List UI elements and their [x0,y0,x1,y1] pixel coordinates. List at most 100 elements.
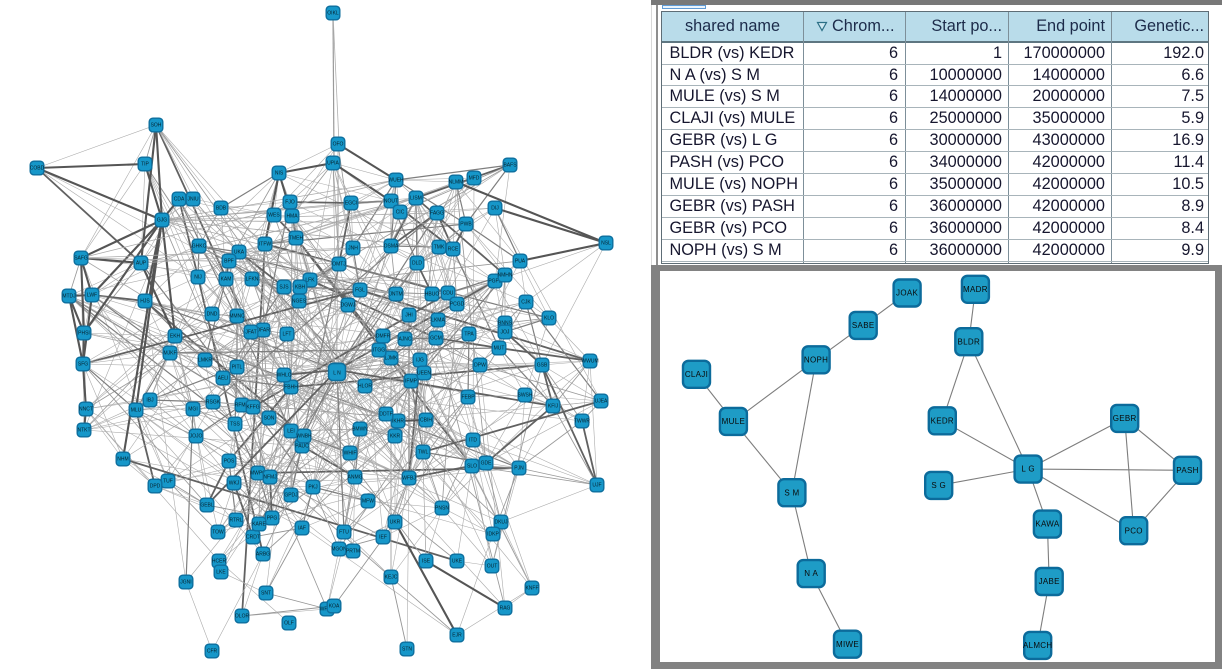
svg-text:BMWN: BMWN [352,427,368,433]
svg-text:AJNC: AJNC [398,337,411,343]
svg-text:LKMA: LKMA [431,318,445,324]
svg-text:GEBL: GEBL [200,503,214,509]
svg-text:TMK: TMK [434,245,445,251]
svg-text:HMA: HMA [286,214,298,220]
svg-text:ITGG: ITGG [373,348,385,354]
svg-text:DLD: DLD [412,261,422,267]
svg-text:KLO: KLO [544,316,554,322]
svg-text:FAGG: FAGG [430,211,444,217]
svg-text:PCGD: PCGD [450,302,465,308]
svg-text:NTKT: NTKT [77,428,90,434]
svg-text:SOH: SOH [151,123,162,129]
svg-text:WES: WES [268,213,280,219]
svg-text:PNSN: PNSN [435,506,449,512]
svg-text:WUEH: WUEH [388,178,404,184]
svg-text:GCM: GCM [430,336,442,342]
svg-text:WKJ: WKJ [229,481,240,487]
svg-text:IDKP: IDKP [487,532,499,538]
svg-text:MJKF: MJKF [163,351,176,357]
svg-text:GJG: GJG [157,218,167,224]
svg-text:COBD: COBD [30,166,45,172]
svg-text:CRDT: CRDT [246,535,260,541]
svg-text:NSL: NSL [601,241,611,247]
svg-text:EKH: EKH [170,334,181,340]
svg-text:UKA: UKA [234,250,245,256]
svg-text:ANMG: ANMG [348,475,363,481]
svg-text:LISM: LISM [410,196,422,202]
svg-text:JNH: JNH [348,246,358,252]
svg-text:SFG: SFG [78,362,88,368]
svg-text:NMHN: NMHN [498,273,513,279]
svg-text:NNCT: NNCT [79,407,93,413]
svg-text:IKHR: IKHR [392,419,404,425]
svg-text:IFMP: IFMP [405,379,418,385]
svg-text:NIJ: NIJ [194,275,202,281]
svg-text:LEI: LEI [287,429,295,435]
svg-text:KEJC: KEJC [385,575,398,581]
svg-text:TWWR: TWWR [574,419,590,425]
svg-text:KNFF: KNFF [525,586,538,592]
svg-text:LKE: LKE [216,570,226,576]
svg-text:PWB: PWB [460,222,472,228]
svg-text:RTRL: RTRL [230,518,243,524]
svg-text:HBUO: HBUO [425,292,440,298]
svg-text:KKR: KKR [390,434,401,440]
svg-text:GSB: GSB [537,363,548,369]
svg-text:BAFS: BAFS [503,163,517,169]
svg-text:BPF: BPF [224,259,234,265]
svg-text:OUT: OUT [487,564,498,570]
svg-text:MGI: MGI [188,407,197,413]
svg-text:LFKN: LFKN [246,277,259,283]
svg-text:JFAT: JFAT [245,330,256,336]
svg-text:TIP: TIP [141,162,149,168]
svg-text:OLOR: OLOR [235,614,250,620]
svg-text:JHI: JHI [405,313,413,319]
svg-text:PAUC: PAUC [295,444,309,450]
svg-text:PGPL: PGPL [488,279,502,285]
svg-text:LMKR: LMKR [198,358,212,364]
svg-text:SNT: SNT [261,591,271,597]
svg-text:UEEN: UEEN [417,371,431,377]
svg-text:KFIJ: KFIJ [548,404,559,410]
svg-text:PUA: PUA [515,259,526,265]
svg-text:IBJ: IBJ [146,398,154,404]
svg-text:POS: POS [224,459,235,465]
svg-text:PRTM: PRTM [346,549,360,555]
svg-text:JNIU: JNIU [187,197,199,203]
svg-text:FBHH: FBHH [284,385,298,391]
svg-text:SON: SON [264,416,275,422]
svg-text:AUP: AUP [136,261,147,267]
svg-text:LWF: LWF [87,293,97,299]
svg-text:SAFG: SAFG [74,256,88,262]
svg-text:ITFW: ITFW [259,242,271,248]
svg-text:UKR: UKR [390,520,401,526]
svg-text:STN: STN [402,647,412,653]
svg-text:WHIF: WHIF [344,451,357,457]
svg-text:MFD: MFD [469,176,480,182]
svg-text:HCER: HCER [212,559,227,565]
svg-text:TMEH: TMEH [289,236,304,242]
svg-text:TWL: TWL [418,450,429,456]
svg-text:NOUT: NOUT [384,199,398,205]
svg-text:AELI: AELI [218,376,229,382]
svg-text:RSGK: RSGK [206,400,221,406]
svg-text:BDB: BDB [216,206,227,212]
svg-text:RCE: RCE [448,247,459,253]
svg-text:DIJ: DIJ [491,206,499,212]
svg-text:DKUJ: DKUJ [494,520,508,526]
svg-text:CFR: CFR [207,649,218,655]
svg-text:PHSI: PHSI [78,331,90,337]
svg-text:NIS: NIS [275,171,284,177]
svg-text:CBIH: CBIH [420,418,432,424]
svg-text:JGNI: JGNI [180,580,191,586]
svg-text:OSMA: OSMA [384,244,399,250]
svg-text:GPDJ: GPDJ [284,493,298,499]
svg-text:LJMK: LJMK [385,356,398,362]
svg-text:LFK: LFK [305,278,315,284]
svg-text:EJR: EJR [452,633,462,639]
svg-text:JOJ: JOJ [501,330,510,336]
svg-text:RFMU: RFMU [235,403,250,409]
svg-text:NGES: NGES [292,299,307,305]
svg-text:JNTM: JNTM [389,292,402,298]
svg-text:HLOR: HLOR [358,384,372,390]
